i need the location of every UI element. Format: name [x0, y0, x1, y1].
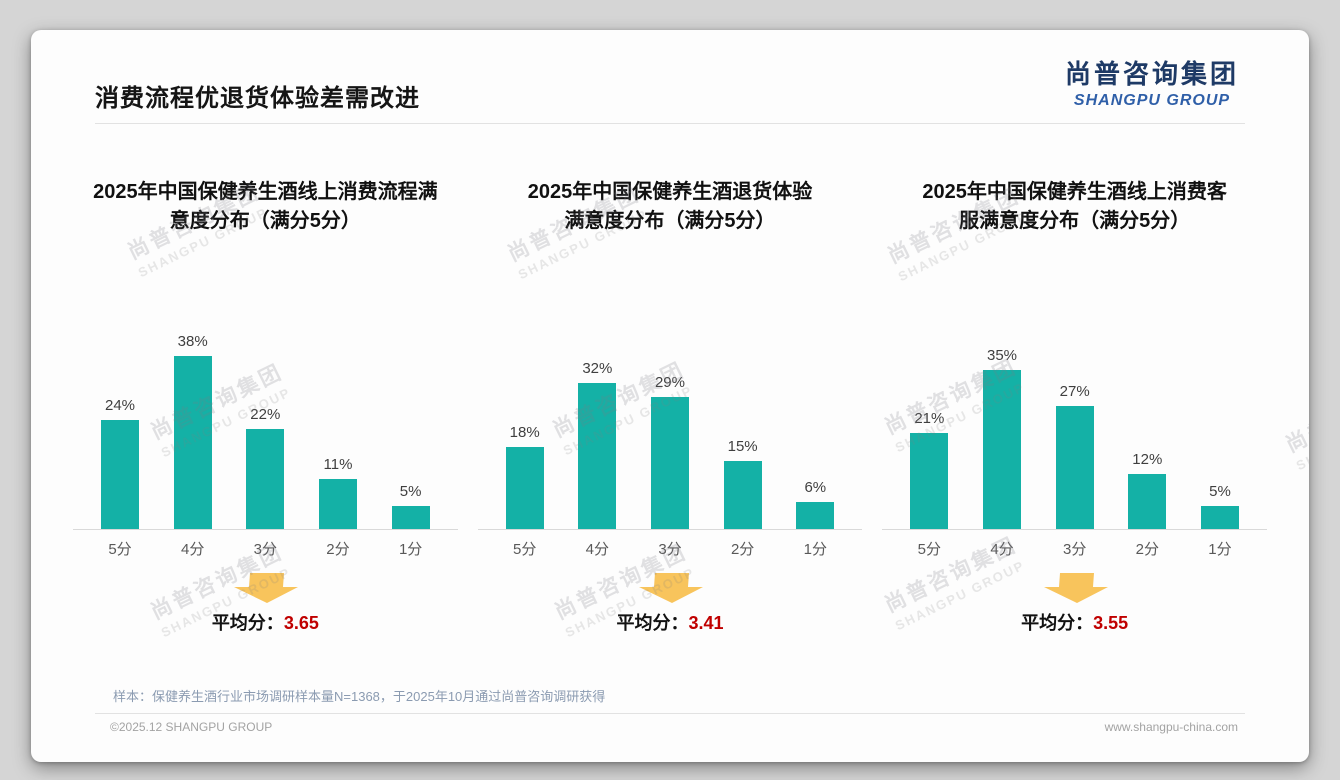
bar-slot: 11%: [303, 456, 373, 529]
bar: [1200, 506, 1239, 529]
bar-value-label: 6%: [804, 479, 827, 496]
x-axis-label: 1分: [398, 541, 423, 558]
bar: [578, 383, 617, 529]
bar: [505, 447, 544, 529]
bar-value-label: 22%: [250, 406, 281, 423]
bar: [1055, 406, 1094, 529]
chart-title: 2025年中国保健养生酒线上消费流程满 意度分布（满分5分）: [93, 181, 438, 232]
bar-value-label: 35%: [986, 347, 1018, 364]
page-title: 消费流程优退货体验差需改进: [95, 85, 420, 112]
average-score: 平均分：3.65: [73, 609, 458, 635]
chart-title: 2025年中国保健养生酒退货体验 满意度分布（满分5分）: [527, 181, 813, 232]
x-axis-label: 2分: [730, 541, 755, 558]
slide-card: 消费流程优退货体验差需改进 尚普咨询集团 SHANGPU GROUP 2025年…: [31, 30, 1309, 762]
bar-value-label: 29%: [654, 374, 685, 391]
bar: [101, 420, 139, 529]
average-value: 3.55: [1093, 613, 1129, 633]
bar-chart: 2025年中国保健养生酒线上消费流程满 意度分布（满分5分） 24% 38% 22% 1…: [63, 178, 468, 635]
x-axis-labels: 5分 4分 3分 2分 1分: [73, 538, 458, 559]
bar: [173, 356, 212, 529]
title-divider: [95, 123, 1245, 124]
bar: [1128, 474, 1167, 529]
bar-slot: 24%: [85, 397, 155, 529]
average-value: 3.41: [688, 613, 724, 633]
bar: [318, 479, 357, 529]
footer-divider: [95, 713, 1245, 714]
bar-slot: 27%: [1040, 383, 1110, 529]
average-score: 平均分：3.55: [882, 609, 1267, 635]
bar-value-label: 15%: [727, 438, 758, 455]
bar-slot: 5%: [376, 483, 446, 529]
bar-value-label: 18%: [509, 424, 540, 441]
bar-slot: 12%: [1112, 451, 1182, 529]
x-axis-label: 3分: [658, 541, 682, 558]
x-axis-label: 4分: [180, 541, 205, 558]
bar-slot: 35%: [967, 347, 1037, 529]
copyright-text: ©2025.12 SHANGPU GROUP: [110, 720, 273, 734]
bar: [246, 429, 285, 529]
bar: [391, 506, 430, 529]
bar-slot: 15%: [708, 438, 778, 529]
chart-plot-area: 24% 38% 22% 11% 5%: [73, 258, 458, 530]
x-axis-label: 1分: [1208, 541, 1232, 558]
chart-title: 2025年中国保健养生酒线上消费客 服满意度分布（满分5分）: [922, 181, 1227, 232]
bar-slot: 32%: [562, 360, 632, 529]
bar: [796, 502, 835, 529]
x-axis-label: 5分: [108, 541, 132, 558]
down-arrow-icon: [234, 573, 299, 603]
down-arrow-icon: [639, 573, 703, 603]
logo-chinese-text: 尚普咨询集团: [1064, 59, 1239, 89]
bar-slot: 22%: [230, 406, 300, 529]
bar-value-label: 21%: [914, 410, 945, 427]
sample-note: 样本：保健养生酒行业市场调研样本量N=1368，于2025年10月通过尚普咨询调…: [113, 689, 606, 704]
x-axis-label: 2分: [326, 541, 350, 558]
average-score: 平均分：3.41: [478, 609, 863, 635]
down-arrow-icon: [1043, 573, 1108, 603]
chart-plot-area: 21% 35% 27% 12% 5%: [882, 258, 1268, 530]
bar-value-label: 27%: [1059, 383, 1090, 400]
chart-plot-area: 18% 32% 29% 15% 6%: [477, 258, 863, 530]
average-label: 平均分：: [616, 613, 689, 633]
logo-english-text: SHANGPU GROUP: [1073, 92, 1231, 109]
bar-chart: 2025年中国保健养生酒退货体验 满意度分布（满分5分） 18% 32% 29% 15%…: [468, 178, 873, 635]
watermark-english-text: SHANGPU GROUP: [1293, 397, 1309, 474]
bar-slot: 21%: [894, 410, 964, 529]
company-logo: 尚普咨询集团 SHANGPU GROUP: [1065, 54, 1239, 110]
bar-chart: 2025年中国保健养生酒线上消费客 服满意度分布（满分5分） 21% 35% 27% 1…: [872, 178, 1277, 635]
x-axis-label: 4分: [990, 541, 1014, 558]
average-label: 平均分：: [1021, 613, 1094, 633]
bar-slot: 29%: [635, 374, 705, 529]
bar-value-label: 5%: [399, 483, 422, 500]
bar-value-label: 5%: [1209, 483, 1231, 500]
x-axis-label: 1分: [803, 541, 827, 558]
x-axis-labels: 5分 4分 3分 2分 1分: [882, 538, 1267, 559]
x-axis-label: 5分: [513, 541, 537, 558]
bar-slot: 6%: [780, 479, 850, 529]
x-axis-label: 2分: [1135, 541, 1159, 558]
x-axis-label: 4分: [585, 541, 609, 558]
bar: [910, 433, 949, 529]
x-axis-label: 5分: [917, 541, 942, 558]
bar-slot: 18%: [490, 424, 560, 529]
x-axis-labels: 5分 4分 3分 2分 1分: [478, 538, 863, 559]
bar-slot: 38%: [158, 333, 228, 529]
bar-value-label: 38%: [177, 333, 208, 350]
x-axis-label: 3分: [1062, 541, 1087, 558]
website-url: www.shangpu-china.com: [1104, 720, 1238, 734]
bar-slot: 5%: [1185, 483, 1255, 529]
bar-value-label: 32%: [582, 360, 613, 377]
x-axis-label: 3分: [253, 541, 277, 558]
bar-value-label: 11%: [323, 456, 353, 473]
average-label: 平均分：: [211, 613, 284, 633]
watermark-chinese-text: 尚普咨询集团: [1282, 373, 1309, 458]
charts-row: 2025年中国保健养生酒线上消费流程满 意度分布（满分5分） 24% 38% 22% 1…: [63, 178, 1277, 635]
bar-value-label: 12%: [1132, 451, 1163, 468]
average-value: 3.65: [283, 613, 319, 633]
bar-value-label: 24%: [104, 397, 136, 414]
bar: [723, 461, 762, 529]
bar: [983, 370, 1021, 529]
bar: [650, 397, 689, 529]
